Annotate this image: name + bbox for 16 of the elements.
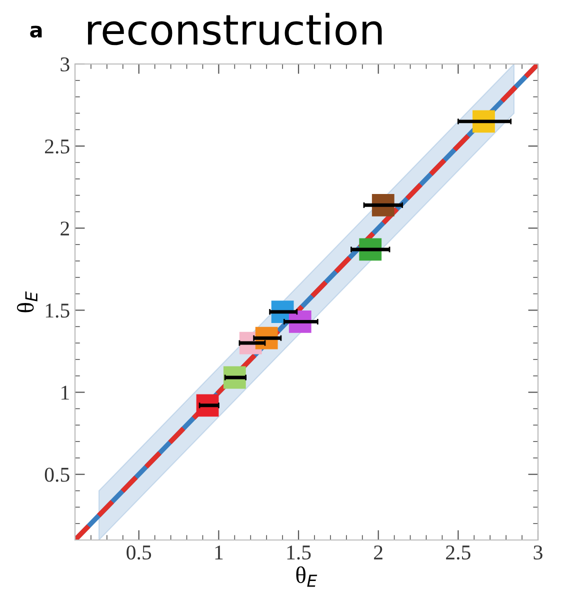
x-tick-label: 2.5 — [446, 546, 470, 560]
x-tick-label: 0.5 — [126, 545, 152, 560]
x-tick-label: 1.5 — [287, 546, 311, 560]
y-tick-label: 0.5 — [44, 468, 70, 482]
x-axis-title: θ$_{E}$ — [296, 566, 318, 587]
y-tick-label: 1 — [62, 386, 69, 400]
x-tick-label: 3 — [534, 546, 542, 560]
y-tick-label: 1.5 — [46, 304, 70, 318]
y-tick-label: 2 — [60, 222, 69, 236]
y-tick-label: 2.5 — [45, 140, 70, 154]
y-axis-title: θ$_{E}$ — [16, 291, 38, 312]
chart-title: reconstruction — [88, 12, 382, 46]
text: a — [30, 26, 42, 38]
x-tick-label: 2 — [374, 546, 382, 560]
y-tick-label: 3 — [60, 57, 70, 72]
x-tick-label: 1 — [215, 546, 223, 560]
